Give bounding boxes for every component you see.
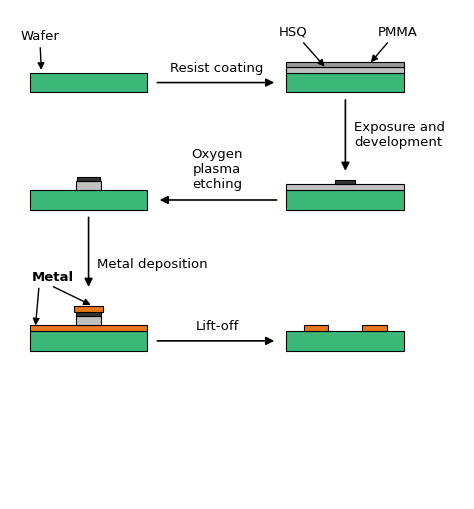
Bar — [30, 331, 147, 351]
Bar — [286, 74, 404, 93]
Bar — [286, 191, 404, 210]
Text: Metal: Metal — [32, 271, 74, 284]
Text: Exposure and
development: Exposure and development — [354, 120, 445, 148]
Bar — [76, 312, 101, 317]
Bar — [74, 306, 103, 312]
Bar — [30, 74, 147, 93]
Bar — [76, 317, 101, 326]
Text: Lift-off: Lift-off — [195, 320, 239, 333]
Bar — [30, 191, 147, 210]
Bar — [30, 326, 147, 331]
Bar — [336, 181, 356, 185]
Bar — [286, 63, 404, 68]
Text: Oxygen
plasma
etching: Oxygen plasma etching — [191, 148, 243, 190]
Bar — [286, 331, 404, 351]
Text: Resist coating: Resist coating — [170, 62, 264, 75]
Text: Wafer: Wafer — [20, 30, 59, 69]
Bar — [362, 326, 387, 331]
Text: PMMA: PMMA — [372, 26, 417, 62]
Text: Metal deposition: Metal deposition — [97, 258, 208, 270]
Bar — [76, 181, 101, 191]
Bar — [286, 68, 404, 74]
Bar — [77, 177, 100, 181]
Bar — [304, 326, 328, 331]
Text: HSQ: HSQ — [279, 26, 324, 66]
Bar — [286, 185, 404, 191]
